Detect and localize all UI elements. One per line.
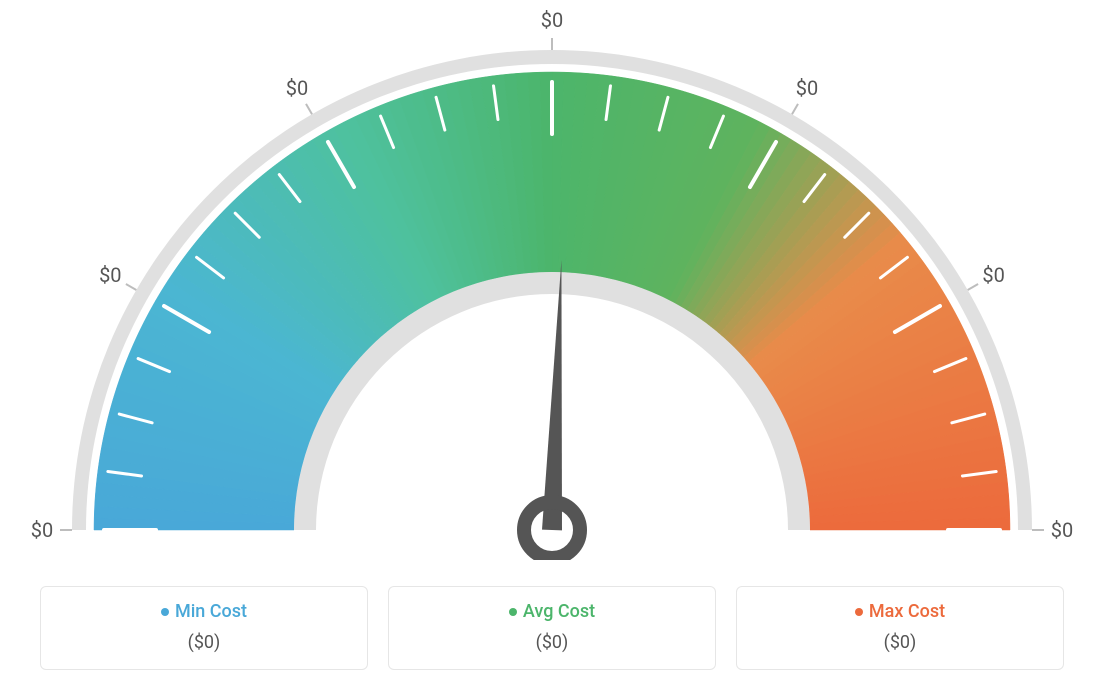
legend-value-max: ($0) (747, 632, 1053, 653)
legend-dot-avg (509, 608, 517, 616)
legend-title-min: Min Cost (51, 601, 357, 622)
legend-dot-max (855, 608, 863, 616)
gauge-tick-label: $0 (541, 8, 563, 32)
legend-card-max: Max Cost ($0) (736, 586, 1064, 670)
legend-label-max: Max Cost (869, 601, 945, 622)
legend-value-min: ($0) (51, 632, 357, 653)
gauge-chart: $0 $0 $0 $0 $0 $0 $0 (0, 0, 1104, 560)
legend-card-avg: Avg Cost ($0) (388, 586, 716, 670)
gauge-tick-label: $0 (286, 76, 308, 100)
legend-label-min: Min Cost (175, 601, 247, 622)
gauge-tick-label: $0 (796, 76, 818, 100)
legend-card-min: Min Cost ($0) (40, 586, 368, 670)
legend-dot-min (161, 608, 169, 616)
legend-title-max: Max Cost (747, 601, 1053, 622)
legend-row: Min Cost ($0) Avg Cost ($0) Max Cost ($0… (40, 586, 1064, 670)
gauge-tick-label: $0 (31, 518, 53, 542)
chart-container: $0 $0 $0 $0 $0 $0 $0 Min Cost ($0) Avg Cost ($… (0, 0, 1104, 690)
gauge-svg (0, 0, 1104, 560)
gauge-tick-label: $0 (1051, 518, 1073, 542)
legend-value-avg: ($0) (399, 632, 705, 653)
legend-title-avg: Avg Cost (399, 601, 705, 622)
gauge-tick-label: $0 (99, 263, 121, 287)
gauge-tick-label: $0 (982, 263, 1004, 287)
legend-label-avg: Avg Cost (523, 601, 595, 622)
